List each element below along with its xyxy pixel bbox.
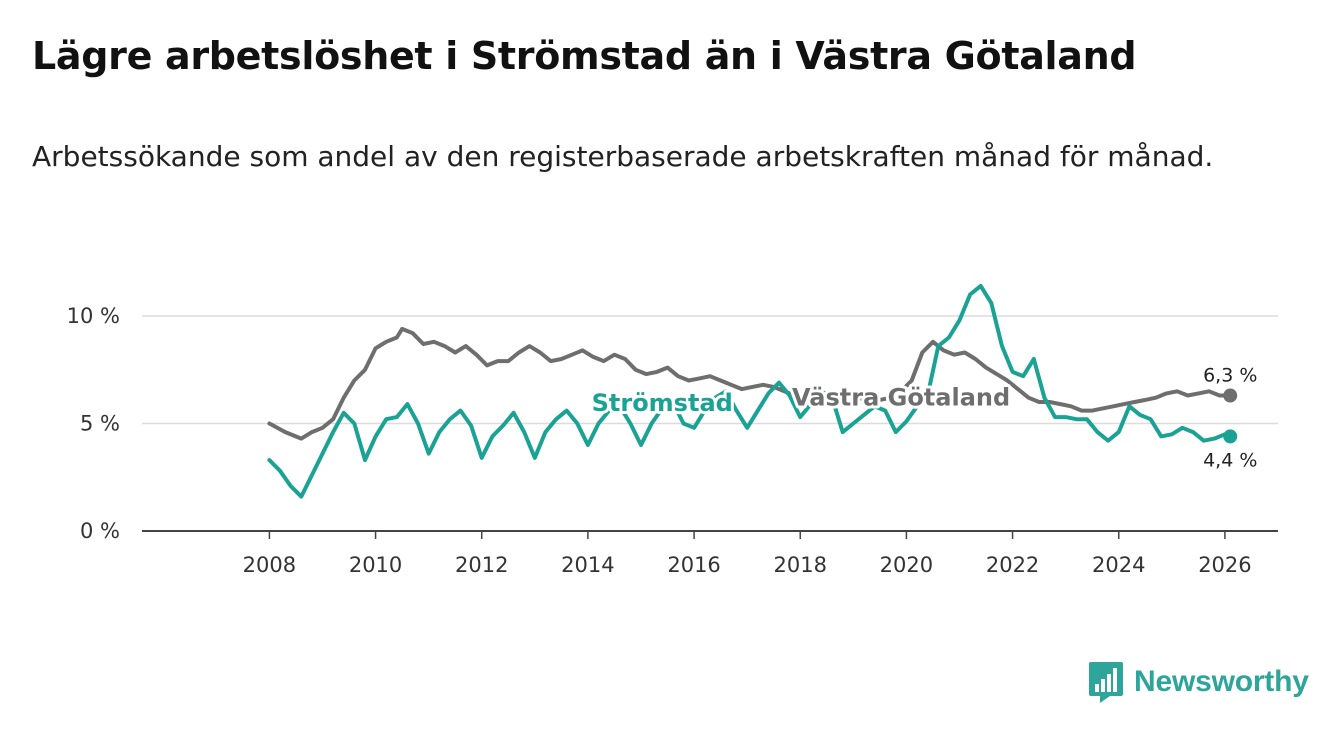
x-tick-label: 2012 bbox=[455, 553, 508, 577]
x-tick-label: 2010 bbox=[349, 553, 402, 577]
y-axis-ticks: 0 % 5 % 10 % bbox=[67, 304, 120, 543]
series-end-label: 4,4 % bbox=[1203, 449, 1257, 471]
chart-title: Lägre arbetslöshet i Strömstad än i Väst… bbox=[32, 34, 1137, 78]
x-tick-label: 2016 bbox=[667, 553, 720, 577]
y-tick-label: 5 % bbox=[80, 412, 120, 436]
x-tick-label: 2018 bbox=[774, 553, 827, 577]
x-tick-label: 2022 bbox=[986, 553, 1039, 577]
y-tick-label: 0 % bbox=[80, 519, 120, 543]
y-tick-label: 10 % bbox=[67, 304, 120, 328]
bar-chart-bubble-icon bbox=[1089, 662, 1123, 703]
series-lines bbox=[267, 283, 1238, 499]
series-name-label: Strömstad bbox=[592, 389, 733, 417]
series-line-str-mstad bbox=[267, 283, 1233, 499]
series-end-point bbox=[1223, 429, 1238, 444]
x-tick-label: 2024 bbox=[1092, 553, 1145, 577]
x-tick-label: 2020 bbox=[880, 553, 933, 577]
gridlines bbox=[142, 315, 1278, 532]
series-end-point bbox=[1223, 388, 1238, 403]
series-name-label: Västra Götaland bbox=[792, 384, 1010, 412]
x-axis-ticks: 2008 2010 2012 2014 2016 2018 2020 2022 2024 2026 bbox=[243, 531, 1252, 577]
x-tick-label: 2008 bbox=[243, 553, 296, 577]
brand-name: Newsworthy bbox=[1134, 665, 1309, 698]
x-tick-label: 2026 bbox=[1198, 553, 1251, 577]
newsworthy-logo: Newsworthy bbox=[1088, 660, 1309, 704]
series-labels: 6,3 % 4,4 % Västra Götaland Strömstad bbox=[589, 365, 1258, 472]
series-end-label: 6,3 % bbox=[1203, 365, 1257, 387]
chart-subtitle: Arbetssökande som andel av den registerb… bbox=[32, 140, 1214, 173]
x-tick-label: 2014 bbox=[561, 553, 614, 577]
series-line-v-stra-g-taland bbox=[267, 326, 1233, 441]
